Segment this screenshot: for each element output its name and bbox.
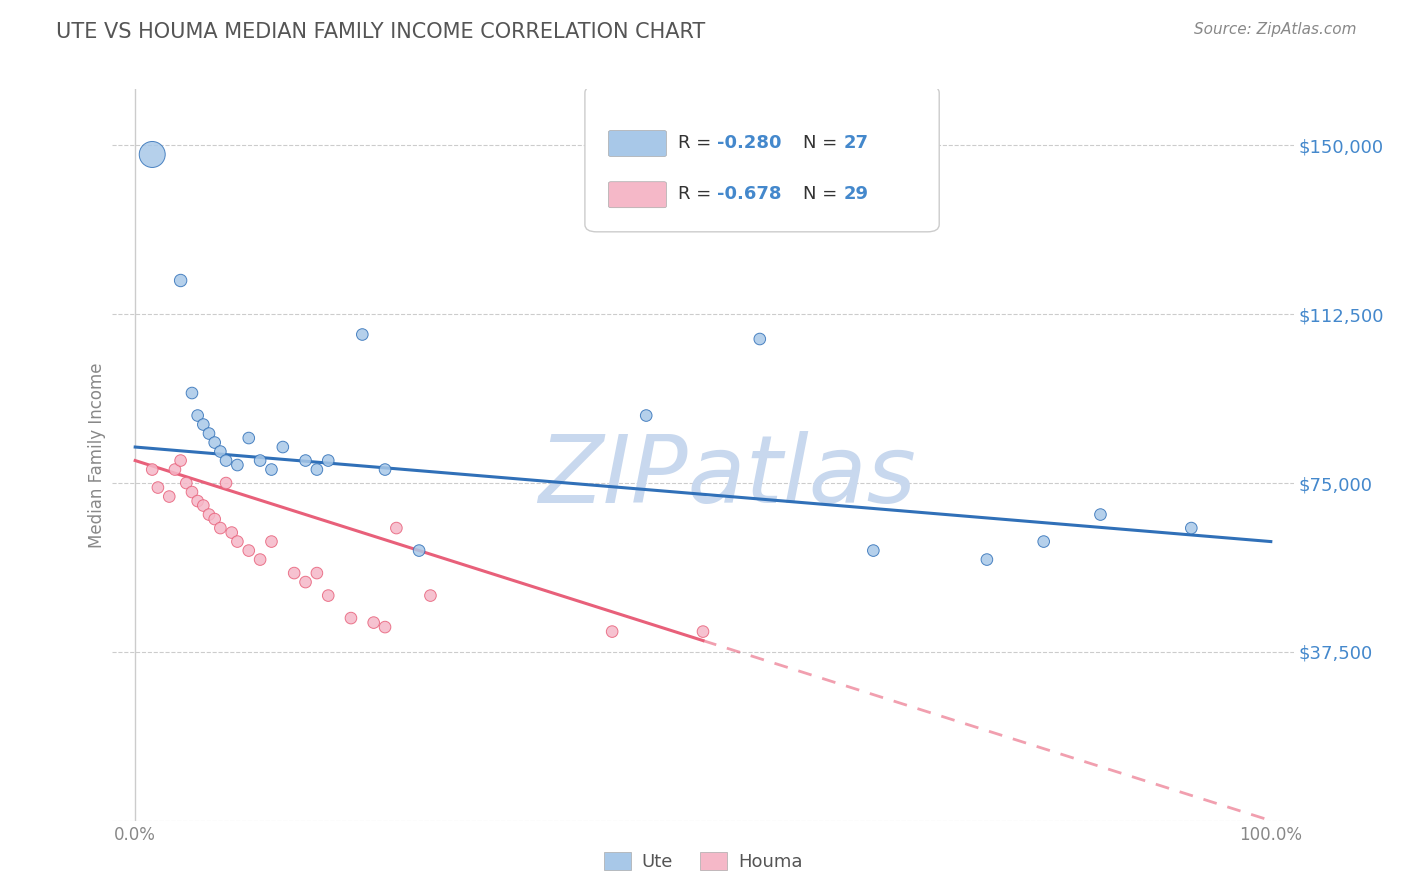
Point: [260, 462, 283, 476]
Point: [238, 543, 260, 558]
Text: N =: N =: [803, 185, 844, 202]
Point: [408, 543, 430, 558]
Legend: Ute, Houma: Ute, Houma: [596, 845, 810, 879]
FancyBboxPatch shape: [585, 86, 939, 232]
Point: [748, 332, 770, 346]
Text: Source: ZipAtlas.com: Source: ZipAtlas.com: [1194, 22, 1357, 37]
Point: [169, 453, 191, 467]
Point: [209, 444, 232, 458]
Point: [316, 589, 339, 603]
Point: [294, 453, 316, 467]
Text: 27: 27: [844, 134, 869, 152]
Point: [238, 431, 260, 445]
Text: R =: R =: [678, 134, 717, 152]
Point: [157, 490, 180, 504]
Point: [600, 624, 623, 639]
Point: [249, 552, 271, 566]
Point: [294, 575, 316, 590]
Text: -0.678: -0.678: [717, 185, 782, 202]
Text: UTE VS HOUMA MEDIAN FAMILY INCOME CORRELATION CHART: UTE VS HOUMA MEDIAN FAMILY INCOME CORREL…: [56, 22, 706, 42]
Point: [636, 409, 658, 423]
Point: [271, 440, 294, 454]
Point: [249, 453, 271, 467]
Point: [260, 534, 283, 549]
Point: [163, 462, 186, 476]
Point: [1032, 534, 1054, 549]
Point: [862, 543, 884, 558]
FancyBboxPatch shape: [609, 130, 666, 156]
Point: [1090, 508, 1112, 522]
Point: [141, 462, 163, 476]
Text: -0.280: -0.280: [717, 134, 782, 152]
Point: [174, 476, 197, 491]
Point: [316, 453, 339, 467]
Point: [692, 624, 714, 639]
Point: [305, 566, 328, 580]
Point: [352, 327, 374, 342]
Point: [976, 552, 998, 566]
Point: [226, 458, 249, 472]
Point: [305, 462, 328, 476]
Point: [187, 494, 209, 508]
Point: [187, 409, 209, 423]
Point: [204, 435, 226, 450]
Point: [226, 534, 249, 549]
Point: [193, 499, 215, 513]
Point: [181, 485, 204, 500]
Point: [198, 426, 221, 441]
Point: [146, 481, 169, 495]
Point: [141, 147, 163, 161]
Point: [169, 273, 191, 287]
Point: [209, 521, 232, 535]
Point: [221, 525, 243, 540]
Point: [419, 589, 441, 603]
Point: [374, 462, 396, 476]
FancyBboxPatch shape: [609, 182, 666, 208]
Text: 29: 29: [844, 185, 869, 202]
Point: [340, 611, 363, 625]
Point: [204, 512, 226, 526]
Point: [215, 476, 238, 491]
Point: [385, 521, 408, 535]
Point: [198, 508, 221, 522]
Y-axis label: Median Family Income: Median Family Income: [87, 362, 105, 548]
Point: [181, 386, 204, 401]
Point: [374, 620, 396, 634]
Point: [363, 615, 385, 630]
Point: [215, 453, 238, 467]
Point: [193, 417, 215, 432]
Point: [1180, 521, 1202, 535]
Text: R =: R =: [678, 185, 717, 202]
Text: N =: N =: [803, 134, 844, 152]
Point: [283, 566, 305, 580]
Text: ZIPatlas: ZIPatlas: [537, 432, 915, 523]
